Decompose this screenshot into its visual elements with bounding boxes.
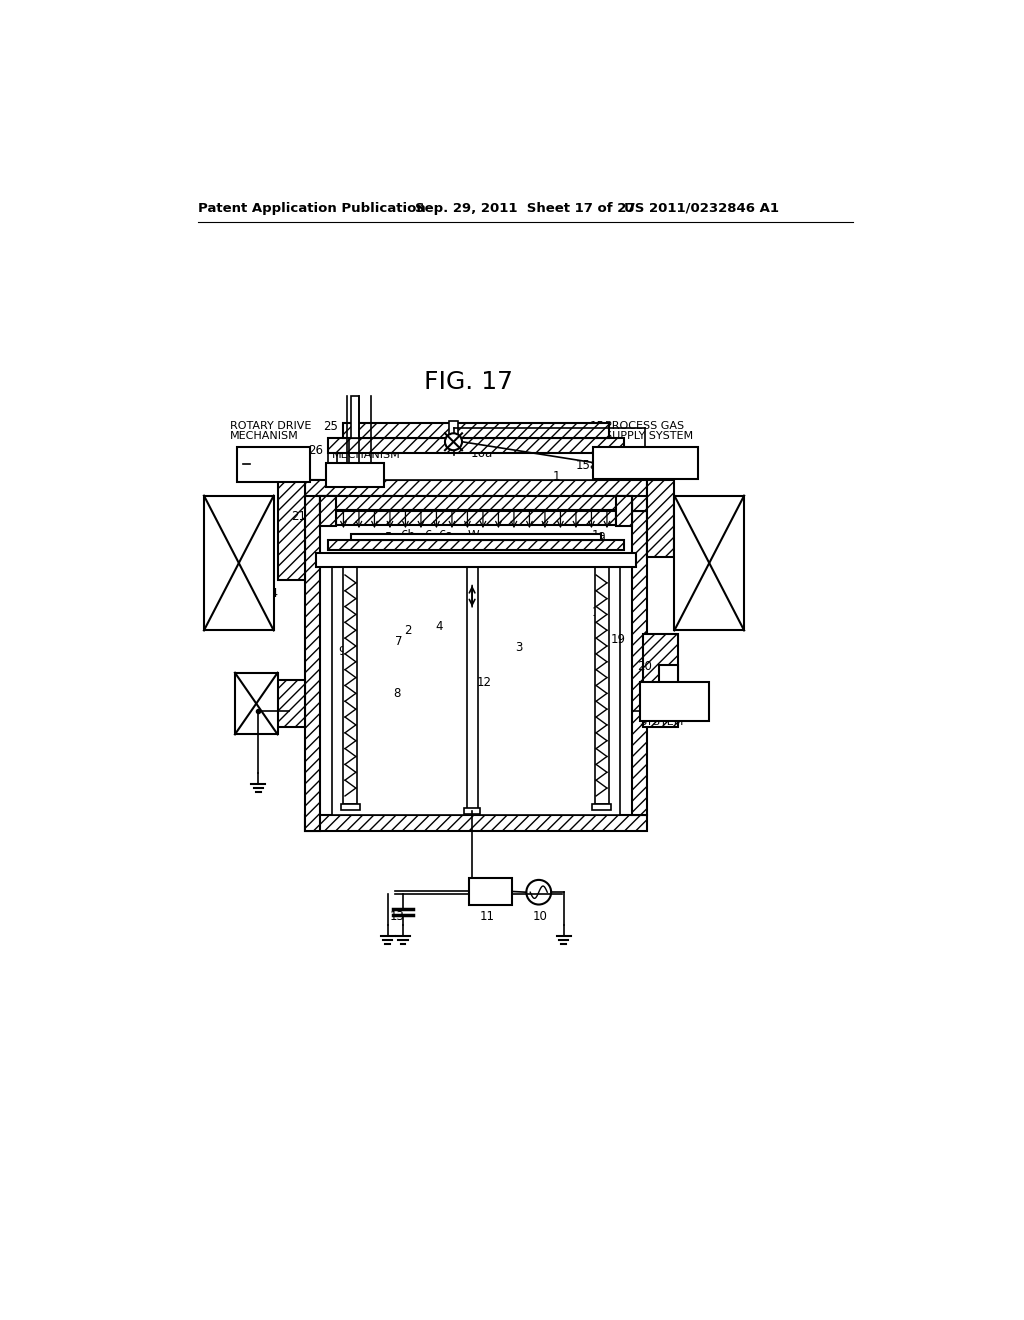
Text: 24: 24 <box>263 587 279 601</box>
Text: 6a: 6a <box>438 529 453 543</box>
Bar <box>328 540 624 549</box>
Bar <box>449 421 458 438</box>
Text: US 2011/0232846 A1: US 2011/0232846 A1 <box>624 202 779 215</box>
Bar <box>305 480 321 830</box>
Bar <box>328 438 624 453</box>
Text: 20: 20 <box>637 660 652 673</box>
Text: 9: 9 <box>338 644 345 657</box>
Text: 2: 2 <box>403 624 412 638</box>
Bar <box>343 568 357 804</box>
Text: 6: 6 <box>424 529 431 543</box>
Text: MECHANISM: MECHANISM <box>229 430 298 441</box>
Text: 21: 21 <box>292 510 306 523</box>
Text: 8: 8 <box>393 686 400 700</box>
Text: MECHANISM: MECHANISM <box>332 450 400 459</box>
Bar <box>262 681 305 726</box>
Text: 4: 4 <box>435 620 443 634</box>
Bar <box>616 496 632 527</box>
Bar <box>341 804 359 809</box>
Bar <box>321 496 632 816</box>
Text: FIG. 17: FIG. 17 <box>425 370 513 393</box>
Bar <box>204 496 273 631</box>
Bar <box>467 568 477 812</box>
Text: 17: 17 <box>428 429 443 442</box>
Bar <box>464 808 480 813</box>
Text: W: W <box>467 529 479 543</box>
Text: 26: 26 <box>308 445 323 458</box>
Bar <box>237 447 310 482</box>
Bar <box>632 480 647 511</box>
Text: EXHAUST: EXHAUST <box>640 708 692 718</box>
Text: 5: 5 <box>385 531 392 544</box>
Text: 1a: 1a <box>592 529 606 543</box>
Bar <box>234 673 278 734</box>
Bar <box>343 422 608 438</box>
Text: 16: 16 <box>415 426 430 440</box>
Text: 11: 11 <box>480 911 495 924</box>
Bar <box>632 511 647 816</box>
Text: 12: 12 <box>477 676 492 689</box>
Bar <box>675 496 744 631</box>
Text: 13: 13 <box>390 911 404 924</box>
Bar <box>592 804 611 809</box>
Bar <box>316 553 636 568</box>
Text: 18: 18 <box>411 441 426 454</box>
Bar <box>351 535 601 540</box>
Text: 6b: 6b <box>400 529 415 543</box>
Bar <box>351 396 359 438</box>
Bar <box>640 682 710 721</box>
Bar <box>321 496 336 527</box>
Bar <box>305 480 647 495</box>
Text: 16a: 16a <box>471 446 493 459</box>
Bar <box>593 447 697 479</box>
Text: 15: 15 <box>590 420 605 433</box>
Circle shape <box>445 433 462 450</box>
Text: 15a: 15a <box>575 459 598 473</box>
Bar <box>328 453 624 480</box>
Text: ROTARY DRIVE: ROTARY DRIVE <box>229 421 311 432</box>
Text: SUPPLY SYSTEM: SUPPLY SYSTEM <box>605 430 693 441</box>
Text: 1: 1 <box>553 470 560 483</box>
Text: ROTARY DRIVE: ROTARY DRIVE <box>332 441 414 450</box>
Bar <box>278 480 305 581</box>
Bar <box>336 511 616 525</box>
Bar <box>595 568 608 804</box>
Text: Patent Application Publication: Patent Application Publication <box>198 202 426 215</box>
Text: 1b: 1b <box>592 606 606 619</box>
Bar <box>305 816 647 830</box>
Bar <box>658 665 678 684</box>
Bar <box>643 635 678 726</box>
Text: Sep. 29, 2011  Sheet 17 of 27: Sep. 29, 2011 Sheet 17 of 27 <box>415 202 635 215</box>
Bar <box>647 480 675 557</box>
Text: 19: 19 <box>611 634 626 647</box>
Bar <box>326 462 384 487</box>
Text: 10: 10 <box>532 911 548 924</box>
Bar <box>469 878 512 906</box>
Text: 3: 3 <box>515 640 523 653</box>
Text: 14: 14 <box>366 556 381 569</box>
Bar <box>321 496 632 510</box>
Bar <box>332 568 621 816</box>
Text: 27: 27 <box>326 465 341 478</box>
Text: 25: 25 <box>324 420 338 433</box>
Text: SYSTEM: SYSTEM <box>640 717 684 727</box>
Text: 7: 7 <box>395 635 402 648</box>
Text: PROCESS GAS: PROCESS GAS <box>605 421 684 432</box>
